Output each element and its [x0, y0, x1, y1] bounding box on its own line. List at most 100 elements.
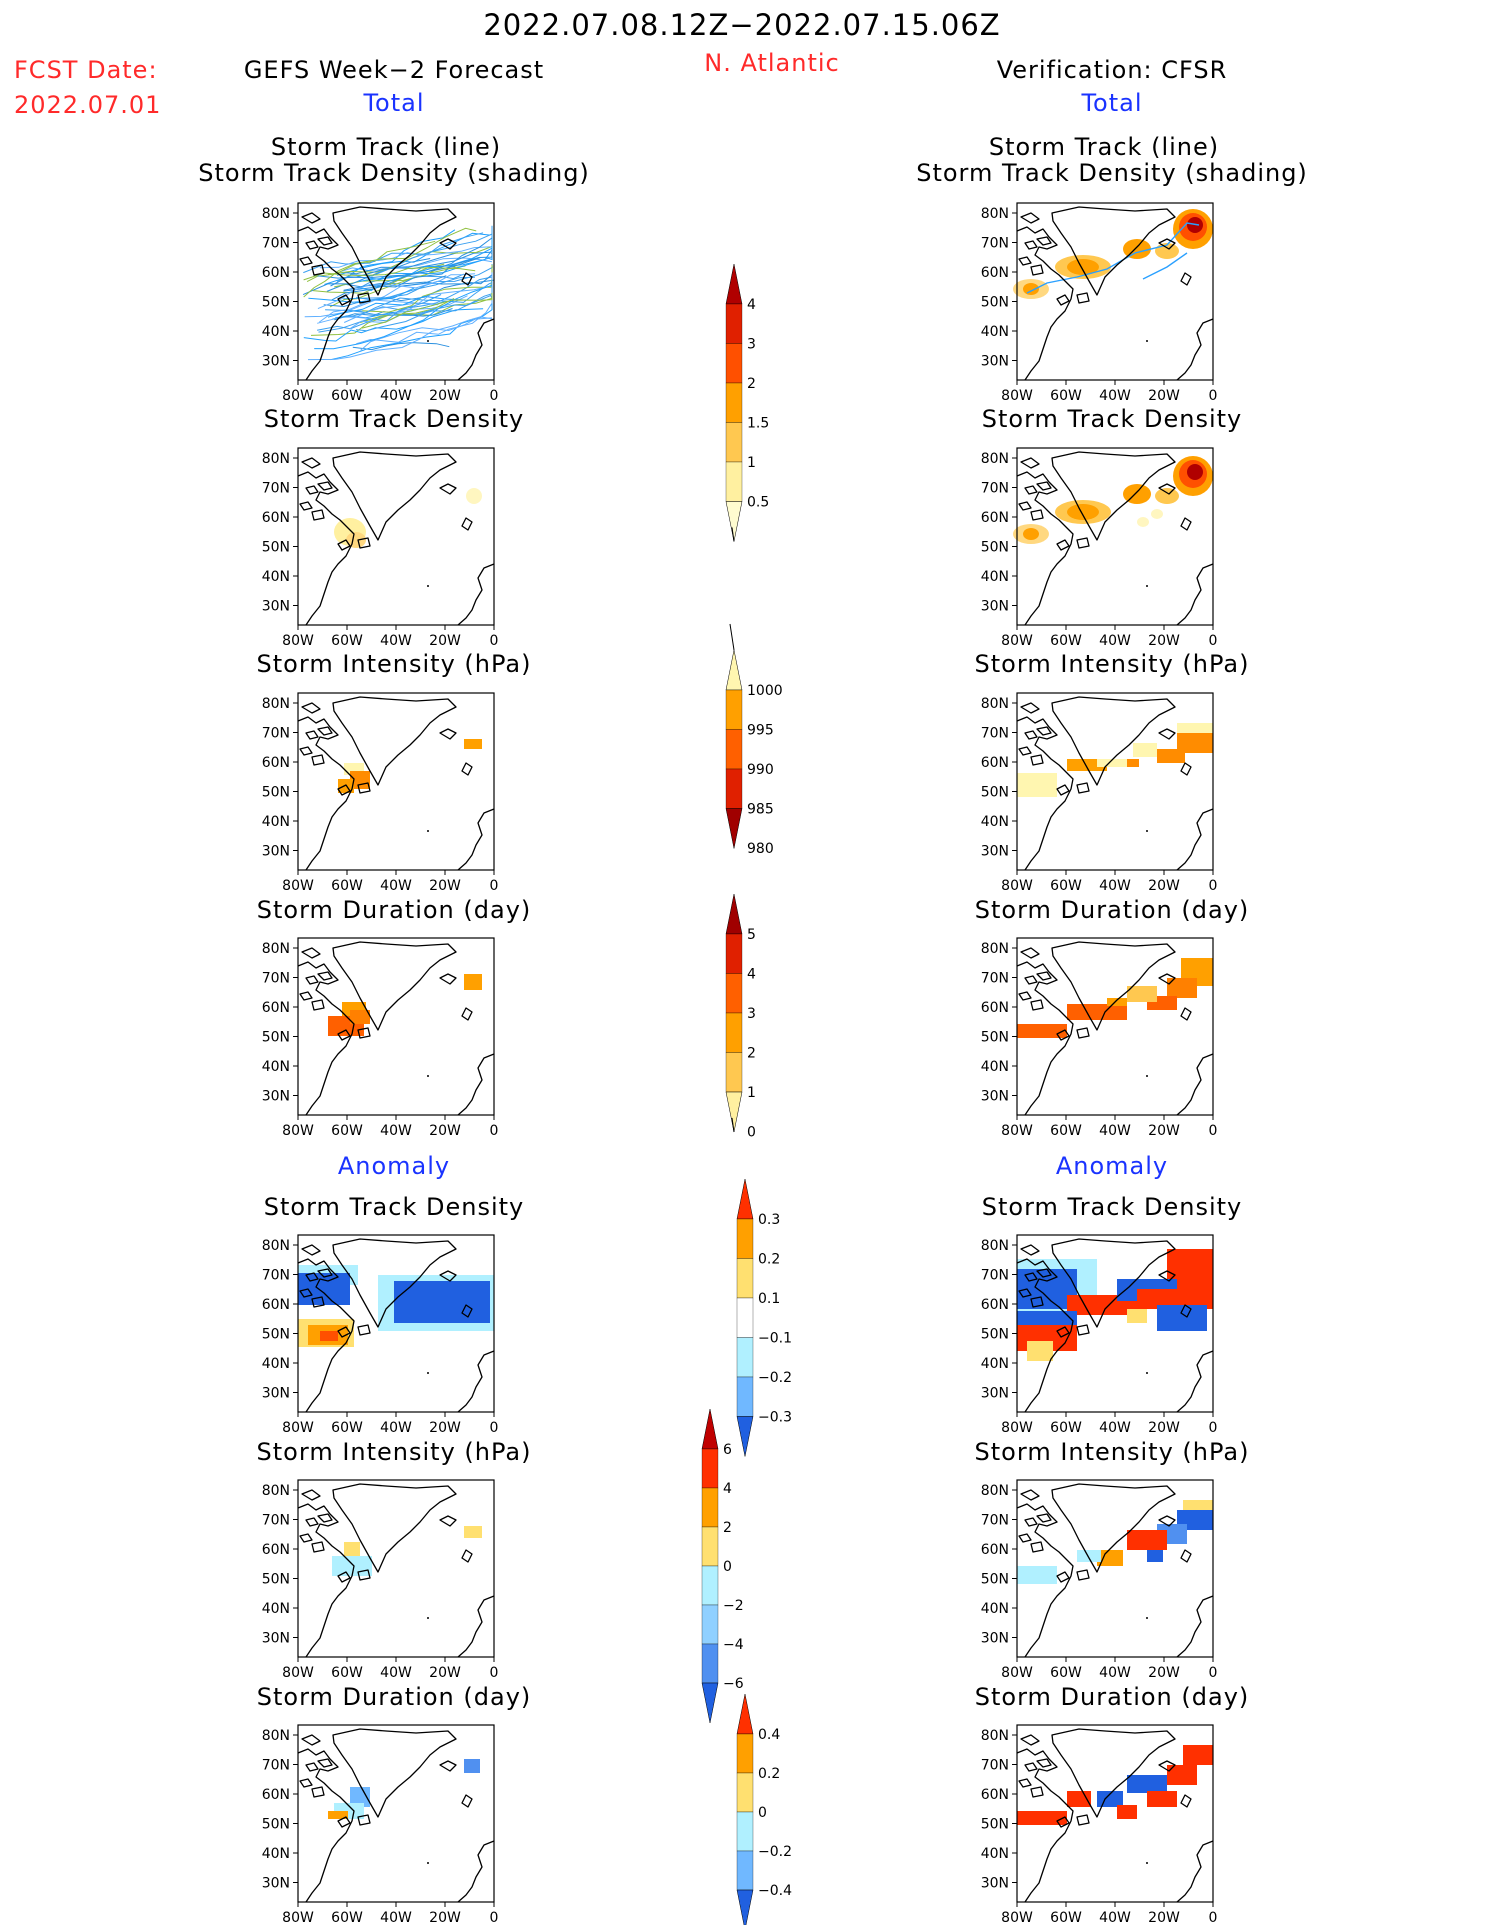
lon-tick-label: 40W	[1099, 1123, 1131, 1139]
coastline-island	[1036, 481, 1052, 491]
shading-blob	[1023, 283, 1039, 295]
coastline-azores	[1146, 1862, 1148, 1864]
coastline-island	[299, 256, 313, 266]
colorbar-duration-total: 5 4 3 2 1 0	[725, 893, 756, 1141]
coastline-island	[299, 501, 313, 511]
lon-tick-label: 20W	[1148, 878, 1180, 894]
lat-tick-label: 50N	[981, 540, 1009, 556]
coastline-island	[1030, 1296, 1044, 1308]
map-panel-right-4: 80N 70N 60N 50N 40N 30N 80W 60W 40W 20W 0	[981, 1234, 1217, 1436]
coastline-british-isles	[461, 762, 473, 776]
shading-cell	[1097, 1550, 1123, 1566]
coastline-greenland	[1051, 941, 1176, 1031]
shading-cell	[1017, 1811, 1067, 1825]
coastline-british-isles	[461, 1549, 473, 1563]
lat-tick-label: 80N	[262, 1728, 290, 1744]
coastline-island	[337, 1326, 351, 1338]
lat-tick-label: 60N	[981, 510, 1009, 526]
lon-tick-label: 80W	[282, 1420, 314, 1436]
storm-track-line	[356, 273, 464, 290]
lat-tick-label: 60N	[981, 265, 1009, 281]
right-track-shading-title: Storm Track Density (shading)	[916, 159, 1308, 187]
lat-tick-label: 40N	[981, 1356, 1009, 1372]
coastline-island	[301, 947, 321, 959]
lat-tick-label: 50N	[981, 295, 1009, 311]
coastline-island	[1024, 730, 1038, 740]
coastline-british-isles	[461, 517, 473, 531]
coastline-island	[1056, 539, 1070, 551]
left-anom-duration-title: Storm Duration (day)	[256, 1683, 532, 1711]
lat-tick-label: 70N	[262, 726, 290, 742]
coastline-north-america	[297, 226, 355, 381]
right-anom-density-title: Storm Track Density	[981, 1193, 1243, 1221]
coastline-azores	[427, 1617, 429, 1619]
lon-tick-label: 60W	[331, 1420, 363, 1436]
shading-cell	[350, 1787, 370, 1807]
lat-tick-label: 60N	[262, 1297, 290, 1313]
lat-tick-label: 60N	[262, 510, 290, 526]
coastline-island	[337, 784, 351, 796]
coastline-british-isles	[461, 1304, 473, 1318]
colorbar-tick-label: −6	[723, 1676, 744, 1692]
colorbar-tick-label: −4	[723, 1637, 744, 1653]
storm-track-line	[343, 251, 493, 275]
lat-tick-label: 40N	[981, 814, 1009, 830]
coastline-island	[1020, 1244, 1040, 1256]
colorbar-tick-label: 2	[747, 376, 756, 392]
coastline-north-america	[297, 1748, 355, 1903]
coastline-island	[1018, 1778, 1032, 1788]
colorbar-arrow-bottom	[736, 1889, 754, 1925]
colorbar-intensity-total: 1000 995 990 985 980	[725, 623, 783, 857]
lat-tick-label: 40N	[262, 1601, 290, 1617]
lon-tick-label: 60W	[331, 633, 363, 649]
lat-tick-label: 60N	[981, 1297, 1009, 1313]
coastline-island	[1020, 212, 1040, 224]
coastline-north-america	[297, 961, 355, 1116]
shading-cell	[464, 1759, 480, 1773]
lat-tick-label: 50N	[981, 1327, 1009, 1343]
coastline-europe-africa	[457, 318, 495, 381]
coastline-island	[305, 1762, 319, 1772]
lon-tick-label: 40W	[1099, 1910, 1131, 1925]
lon-tick-label: 80W	[282, 1910, 314, 1925]
colorbar-segment	[701, 1526, 719, 1567]
shading-cell	[1127, 759, 1139, 767]
coastline-island	[357, 537, 371, 549]
lat-tick-label: 40N	[262, 1356, 290, 1372]
shading-cell	[1017, 773, 1057, 797]
lon-tick-label: 20W	[429, 1910, 461, 1925]
lon-tick-label: 0	[490, 633, 499, 649]
coastline-greenland	[1051, 451, 1176, 541]
lon-tick-label: 80W	[282, 1123, 314, 1139]
storm-track-line	[319, 246, 493, 269]
lat-tick-label: 70N	[981, 726, 1009, 742]
lat-tick-label: 80N	[262, 206, 290, 222]
lon-tick-label: 40W	[1099, 878, 1131, 894]
coastline-island	[301, 457, 321, 469]
lon-tick-label: 60W	[1050, 1665, 1082, 1681]
shading-cell	[1017, 1566, 1057, 1584]
coastline-iceland	[1158, 973, 1176, 985]
coastline-island	[1018, 1288, 1032, 1298]
colorbar-segment	[736, 1258, 754, 1299]
coastline-island	[1056, 784, 1070, 796]
storm-track-line	[1142, 252, 1188, 280]
coastline-island	[357, 292, 371, 304]
coastline-british-isles	[1180, 1007, 1192, 1021]
coastline-greenland	[1051, 1728, 1176, 1818]
colorbar-tick-label: −0.3	[758, 1410, 792, 1426]
colorbar-segment	[736, 1811, 754, 1852]
coastline-island	[1036, 1513, 1052, 1523]
lon-tick-label: 20W	[429, 1123, 461, 1139]
coastline-north-america	[1016, 226, 1074, 381]
coastline-island	[1056, 1816, 1070, 1828]
colorbar-arrow-top	[701, 1408, 719, 1450]
left-column-title: GEFS Week−2 Forecast	[243, 56, 545, 84]
coastline-island	[299, 1778, 313, 1788]
coastline-island	[1018, 256, 1032, 266]
shading-blob	[1067, 504, 1099, 520]
lon-tick-label: 60W	[331, 1910, 363, 1925]
lat-tick-label: 50N	[981, 1030, 1009, 1046]
colorbar-segment	[725, 973, 743, 1014]
lat-tick-label: 40N	[262, 569, 290, 585]
